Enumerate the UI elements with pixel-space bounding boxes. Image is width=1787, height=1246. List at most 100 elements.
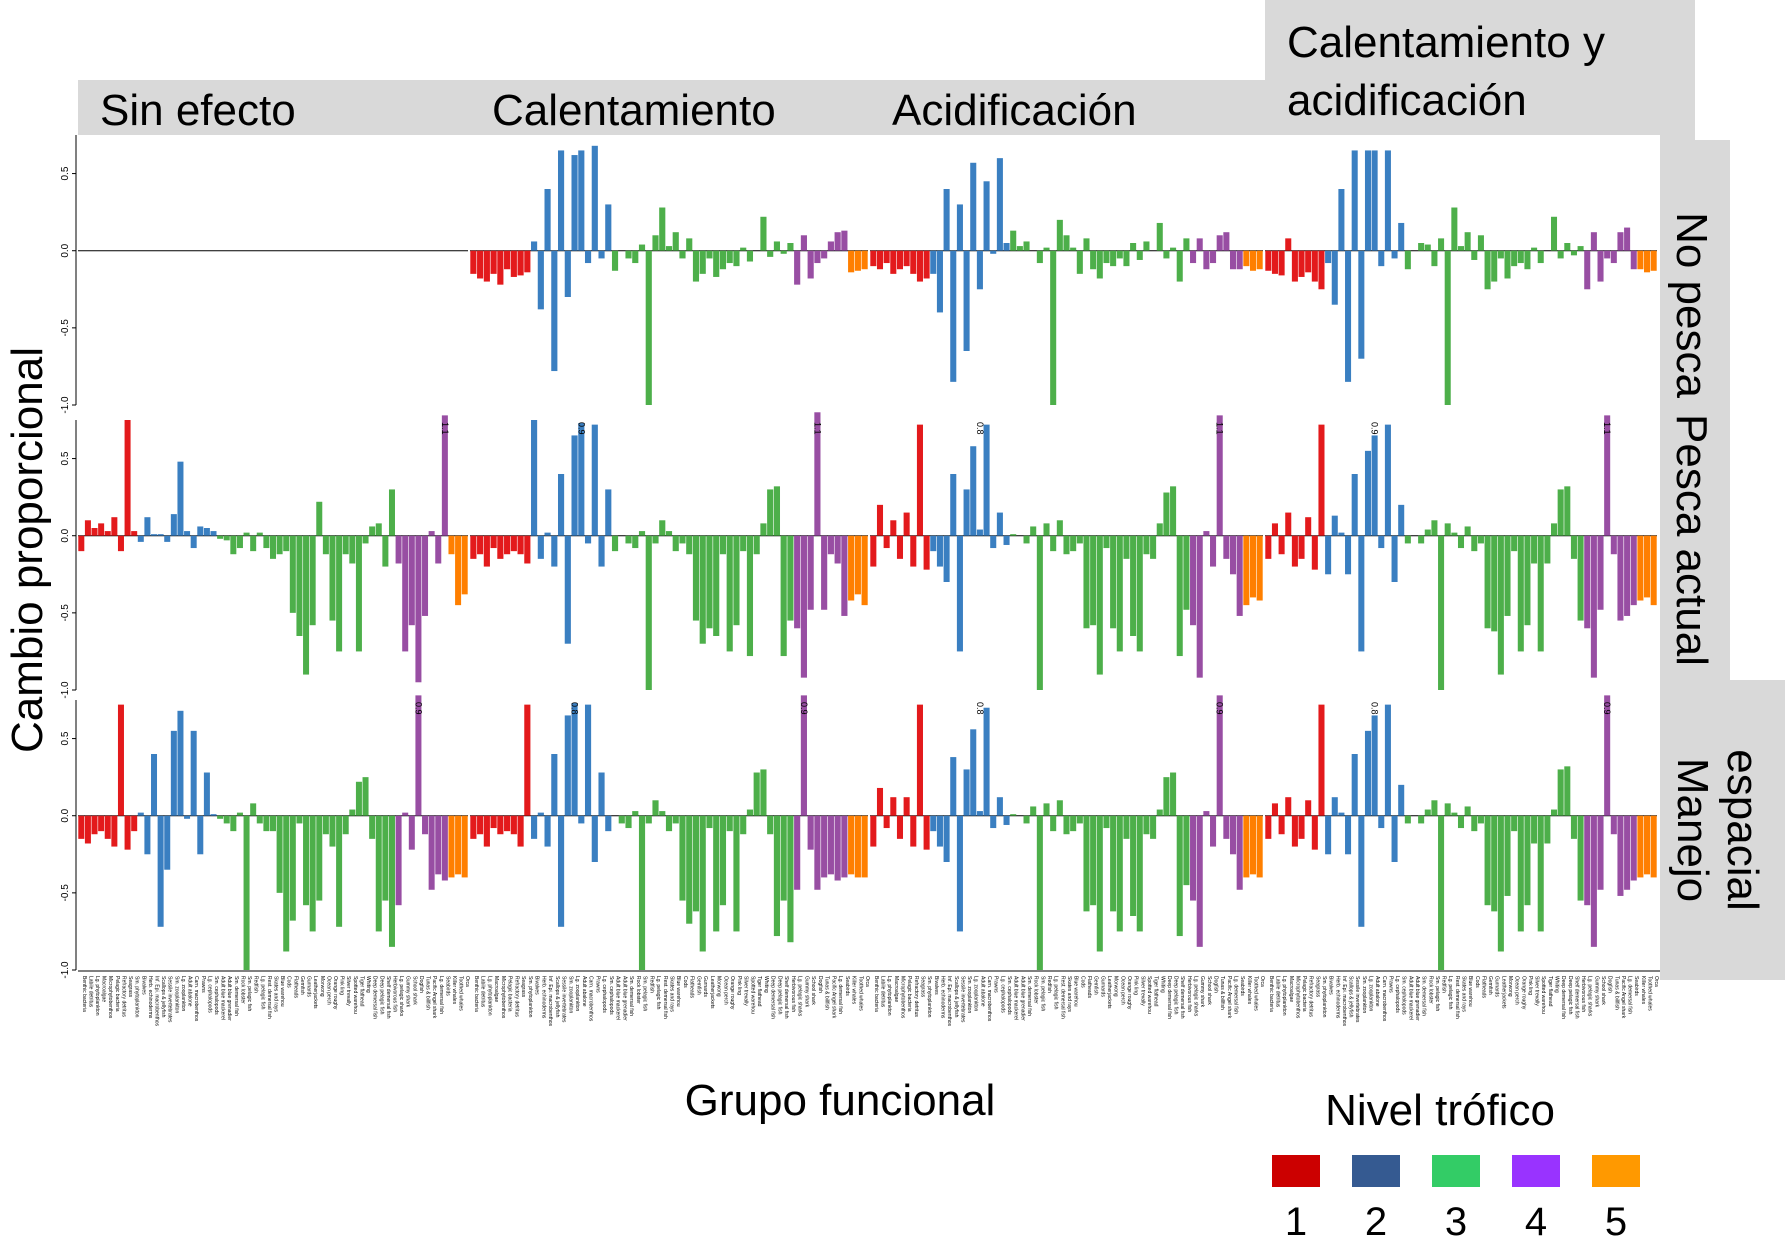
x-category-label: Lg. pelagic fish — [1053, 976, 1059, 1010]
x-category-label: Prawns — [200, 976, 206, 993]
bar — [461, 815, 468, 878]
bar — [1030, 806, 1037, 816]
bar — [1156, 523, 1163, 536]
bar — [1570, 535, 1577, 559]
x-category-label: Scallops & jellyfish — [554, 976, 560, 1018]
x-category-label: Lg. demersal fish — [837, 976, 843, 1014]
panel: 0.8 0.9 — [470, 695, 868, 970]
bar — [733, 815, 740, 932]
x-category-label: Lg. cephalopods — [601, 976, 607, 1013]
bar — [890, 797, 897, 816]
bar — [104, 815, 111, 839]
bar — [876, 787, 884, 816]
bar — [111, 517, 118, 536]
bar — [1391, 815, 1398, 862]
y-axis: 0.5 0.0 -0.5 -1.0 0.5 0.0 -0.5 -1.0 0.5 0.0 -0.5 -1… — [60, 135, 77, 979]
bar — [544, 815, 551, 847]
bar — [733, 250, 740, 267]
bar — [814, 815, 821, 890]
x-category-label: Sm. phytoplankton — [926, 976, 932, 1018]
bar — [428, 815, 435, 890]
column-header-strip — [470, 80, 870, 138]
bar — [329, 815, 336, 847]
bar — [263, 815, 270, 832]
x-category-label: Rest. demersal fish — [662, 976, 668, 1019]
x-category-label: Adult blue mackerel — [1013, 976, 1019, 1020]
bar — [1617, 535, 1624, 621]
bar — [672, 232, 679, 251]
x-category-label: Rock lobster — [1427, 976, 1433, 1004]
bar — [551, 754, 558, 816]
bar — [733, 535, 740, 626]
bar — [477, 250, 484, 279]
bar — [1183, 815, 1190, 886]
bar — [1358, 535, 1365, 652]
x-category-label: Redfish — [253, 976, 259, 993]
x-category-label: Carn. macrobenthos — [193, 976, 199, 1022]
x-category-label: Herbivorous fish — [1580, 976, 1586, 1012]
bar — [1110, 815, 1117, 912]
bar — [1043, 247, 1050, 251]
bar — [638, 815, 646, 970]
bar — [1163, 777, 1170, 816]
x-category-label: Refractory detritus — [120, 976, 126, 1017]
bar — [1285, 512, 1292, 536]
bar — [537, 250, 544, 310]
bar — [794, 535, 801, 629]
bar — [1023, 241, 1030, 251]
x-category-label: Orca — [1259, 976, 1265, 987]
bar — [1110, 250, 1117, 267]
bar — [1291, 815, 1298, 847]
x-category-label: Sm. pelagic fish — [642, 976, 648, 1012]
x-category-label: Deep demersal fish — [1166, 976, 1172, 1019]
bar — [1216, 235, 1223, 251]
panel: 0.8 0.9 — [870, 695, 1263, 970]
x-category-label: Gummy shark — [1593, 976, 1599, 1008]
bar — [1311, 815, 1318, 850]
bar — [1404, 250, 1411, 270]
column-header-label: Sin efecto — [100, 86, 296, 135]
bar — [1056, 219, 1063, 251]
bar — [151, 534, 158, 536]
bar — [303, 815, 310, 906]
bar — [1050, 535, 1057, 552]
bar — [1590, 232, 1597, 251]
bar — [1338, 189, 1345, 251]
x-category-label: Lg. cephalopods — [999, 976, 1005, 1013]
x-category-label: Sm. phytoplankton — [1321, 976, 1327, 1018]
x-category-label: Skates and rays — [1066, 976, 1072, 1012]
bar — [1170, 247, 1177, 251]
bar — [388, 489, 395, 536]
bar — [1236, 535, 1243, 616]
x-category-label: Shelf demersal fish — [1573, 976, 1579, 1019]
bar — [854, 250, 861, 271]
bar — [1331, 250, 1338, 305]
bar — [1271, 250, 1278, 274]
bar — [773, 815, 781, 937]
bar — [236, 535, 243, 549]
bar — [1010, 230, 1017, 251]
x-category-label: Blue warehou — [675, 976, 681, 1007]
legend: Nivel trófico 1 2 3 4 5 — [1272, 1086, 1640, 1244]
legend-swatch — [1272, 1155, 1320, 1187]
bar — [963, 769, 970, 816]
x-category-label: Adult abalone — [1374, 976, 1380, 1007]
bar — [1584, 815, 1591, 906]
bar — [1291, 535, 1298, 567]
bar — [1644, 535, 1651, 598]
bar — [1076, 250, 1083, 274]
legend-swatch — [1352, 1155, 1400, 1187]
x-category-label: Spotted warehou — [1146, 976, 1152, 1014]
bar — [316, 501, 323, 536]
y-tick-label: 0.5 — [60, 166, 71, 180]
bar — [477, 535, 484, 555]
bar — [1136, 535, 1143, 652]
x-category-label: Lg. cephalopods — [1394, 976, 1400, 1013]
bar — [408, 535, 415, 626]
x-category-label: Spotted warehou — [1540, 976, 1546, 1014]
bar — [800, 235, 807, 251]
bar — [415, 695, 422, 816]
bar — [1644, 815, 1651, 875]
bar — [665, 531, 673, 536]
bar — [719, 535, 727, 555]
